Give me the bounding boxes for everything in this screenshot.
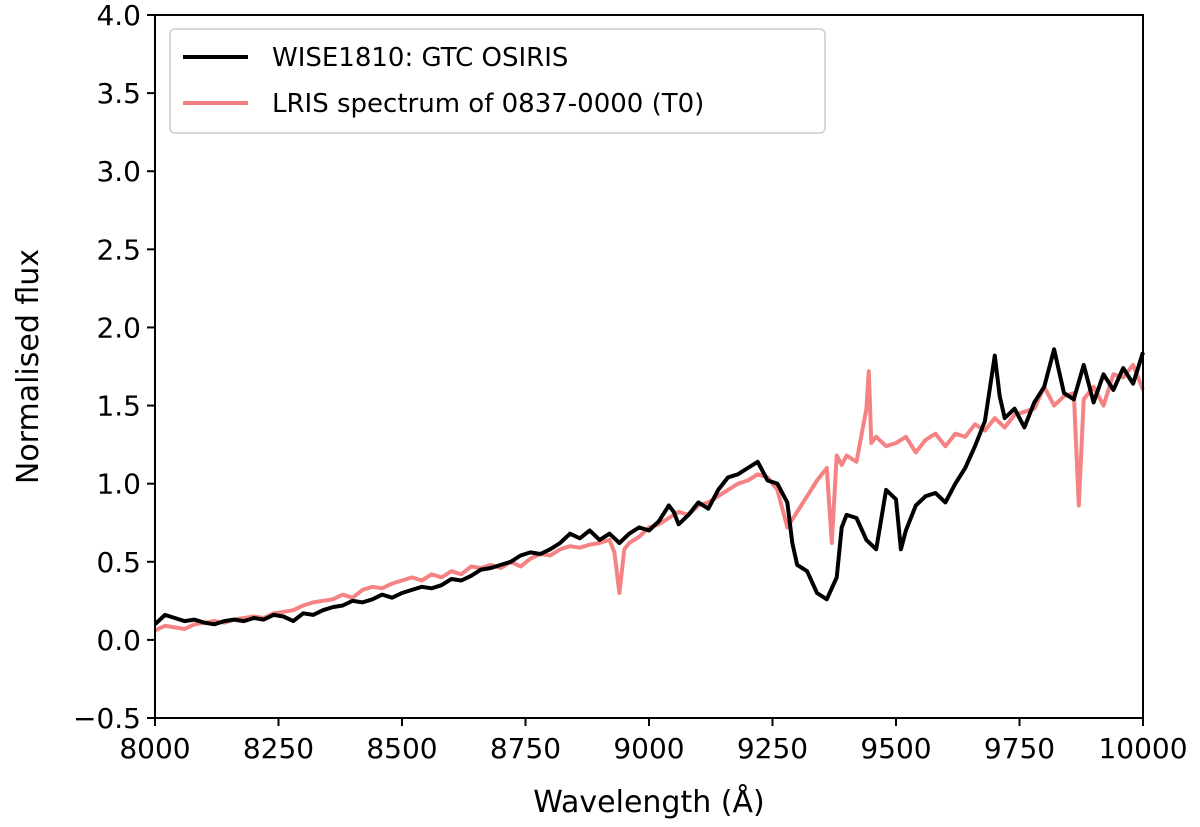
x-tick-label: 8250	[243, 732, 314, 765]
legend-label-lris: LRIS spectrum of 0837-0000 (T0)	[272, 89, 704, 119]
x-tick-label: 9250	[737, 732, 808, 765]
x-tick-label: 8500	[366, 732, 437, 765]
y-tick-label: 3.5	[96, 77, 141, 110]
y-tick-label: 3.0	[96, 155, 141, 188]
y-tick-label: 1.5	[96, 390, 141, 423]
y-axis-ticks: −0.5 0.0 0.5 1.0 1.5 2.0 2.5 3.0 3.5 4.0	[73, 0, 155, 735]
x-tick-label: 8000	[119, 732, 190, 765]
y-tick-label: 4.0	[96, 0, 141, 32]
legend-label-osiris: WISE1810: GTC OSIRIS	[272, 43, 568, 73]
y-tick-label: 1.0	[96, 468, 141, 501]
x-axis-label: Wavelength (Å)	[533, 784, 764, 820]
x-tick-label: 9500	[860, 732, 931, 765]
x-axis-ticks: 8000 8250 8500 8750 9000 9250 9500 9750 10000	[119, 718, 1188, 765]
y-tick-label: 0.5	[96, 546, 141, 579]
series-line-lris	[154, 362, 1145, 633]
y-tick-label: −0.5	[73, 702, 141, 735]
x-tick-label: 10000	[1098, 732, 1187, 765]
plot-lines	[153, 347, 1145, 633]
y-tick-label: 2.5	[96, 233, 141, 266]
y-tick-label: 2.0	[96, 311, 141, 344]
legend: WISE1810: GTC OSIRIS LRIS spectrum of 08…	[169, 28, 826, 134]
legend-box	[169, 28, 826, 134]
x-tick-label: 9000	[613, 732, 684, 765]
series-line-osiris	[153, 347, 1145, 627]
y-tick-label: 0.0	[96, 624, 141, 657]
y-axis-label: Normalised flux	[11, 249, 46, 484]
x-tick-label: 8750	[490, 732, 561, 765]
x-tick-label: 9750	[984, 732, 1055, 765]
